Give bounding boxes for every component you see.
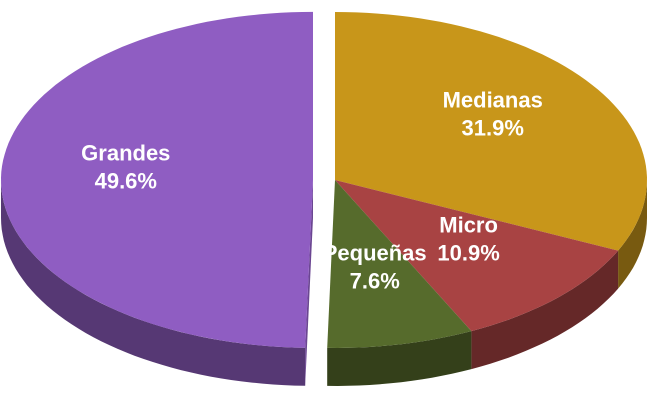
slice-label: Grandes [81, 140, 170, 165]
slice-side [327, 331, 472, 386]
slice-side [618, 180, 647, 289]
slice-side [1, 179, 306, 386]
value-label: 10.9% [437, 240, 499, 265]
slice [335, 12, 647, 251]
value-label: 31.9% [462, 116, 524, 141]
slice [1, 11, 314, 348]
slice [335, 180, 619, 332]
slice-label: Medianas [443, 88, 543, 113]
slice-label: Pequeñas [323, 240, 427, 265]
value-label: 7.6% [350, 268, 400, 293]
value-label: 49.6% [95, 168, 157, 193]
slice-label: Micro [439, 212, 498, 237]
slice-side [471, 250, 619, 370]
slice [327, 180, 472, 348]
slice-wall [305, 179, 314, 386]
